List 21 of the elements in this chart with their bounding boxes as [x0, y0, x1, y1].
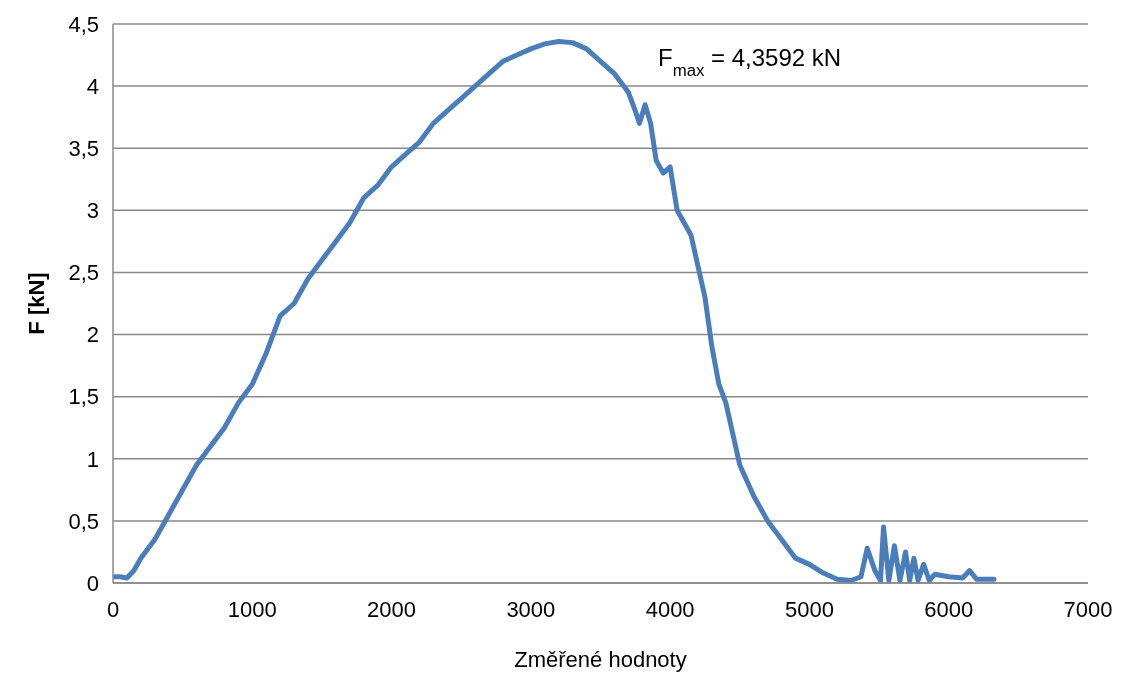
y-tick-label: 3,5: [68, 136, 99, 162]
y-tick-label: 2: [86, 322, 99, 348]
y-tick-label: 4: [86, 73, 99, 99]
y-tick-label: 0,5: [68, 508, 99, 534]
y-axis-title: F [kN]: [23, 272, 49, 335]
x-tick-label: 6000: [924, 596, 974, 622]
y-tick-label: 0: [86, 570, 99, 596]
x-tick-label: 2000: [367, 596, 417, 622]
y-tick-label: 1,5: [68, 384, 99, 410]
x-tick-label: 4000: [645, 596, 695, 622]
y-tick-label: 2,5: [68, 260, 99, 286]
y-tick-label: 3: [86, 198, 99, 224]
x-axis-title: Změřené hodnoty: [514, 647, 687, 672]
x-tick-label: 5000: [784, 596, 834, 622]
x-tick-label: 7000: [1063, 596, 1113, 622]
y-tick-label: 1: [86, 446, 99, 472]
annotation: F$_{max}$ = 4,3592 kN: [658, 44, 842, 80]
x-tick-label: 0: [106, 596, 120, 622]
y-tick-label: 4,5: [68, 11, 99, 37]
x-tick-label: 3000: [506, 596, 556, 622]
x-tick-label: 1000: [227, 596, 277, 622]
